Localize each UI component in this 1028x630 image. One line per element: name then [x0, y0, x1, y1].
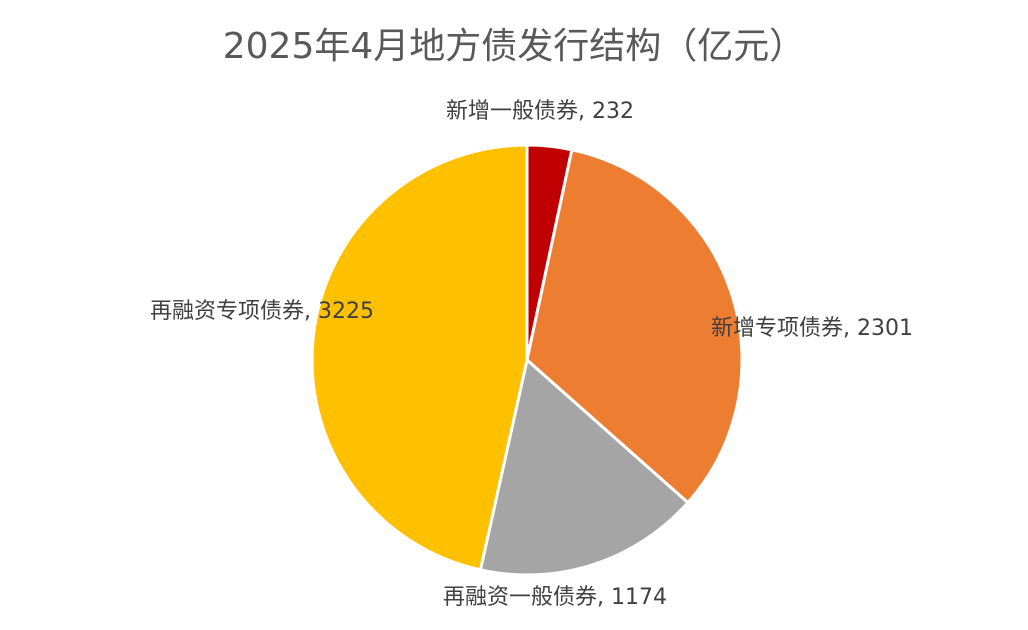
pie-slice [525, 147, 744, 505]
data-label: 新增专项债券, 2301 [711, 316, 913, 341]
data-label: 再融资专项债券, 3225 [150, 299, 374, 324]
pie-slices [310, 143, 744, 577]
pie-slice [478, 357, 691, 577]
pie-slice [310, 143, 529, 572]
chart-title: 2025年4月地方债发行结构（亿元） [223, 26, 806, 67]
data-label: 新增一般债券, 232 [446, 99, 634, 124]
data-label: 再融资一般债券, 1174 [443, 585, 667, 610]
slice-labels: 新增一般债券, 232 新增专项债券, 2301 再融资一般债券, 1174 再融资专… [150, 99, 913, 610]
